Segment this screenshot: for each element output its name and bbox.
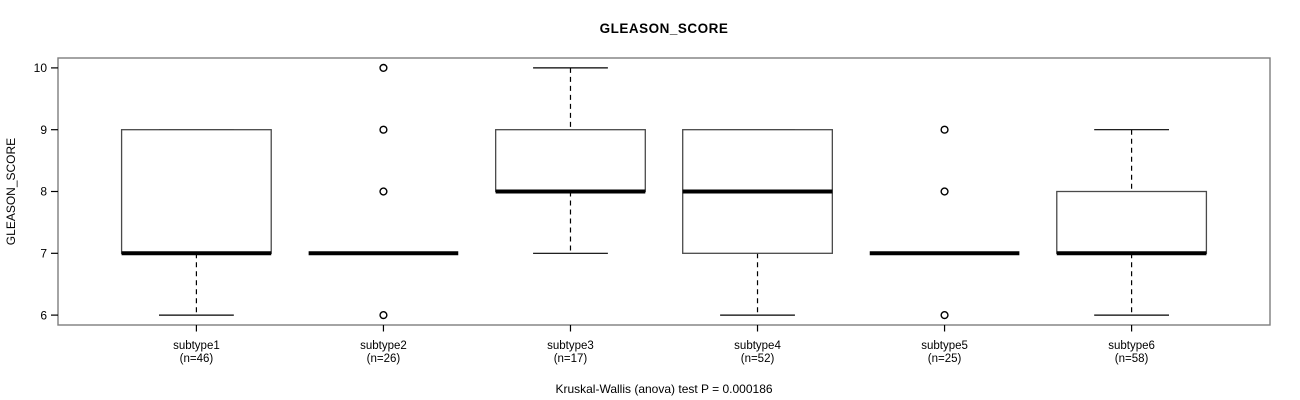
outlier-point [379, 63, 388, 72]
group-label: subtype2 [360, 340, 407, 352]
y-axis-tick-label: 9 [40, 123, 47, 137]
outlier-point [379, 187, 388, 196]
outlier-point [940, 311, 949, 320]
outlier-point [379, 311, 388, 320]
group-count-label: (n=58) [1115, 353, 1149, 365]
y-axis-tick-label: 8 [40, 185, 47, 199]
group-label: subtype5 [921, 340, 968, 352]
group-label: subtype3 [547, 340, 594, 352]
group-count-label: (n=52) [741, 353, 775, 365]
outlier-point [940, 187, 949, 196]
boxplot-group-subtype6: subtype6(n=58) [1056, 129, 1208, 365]
statistical-test-annotation: Kruskal-Wallis (anova) test P = 0.000186 [555, 382, 773, 396]
y-axis-tick-label: 7 [40, 247, 47, 261]
outlier-point [379, 125, 388, 134]
chart-title: GLEASON_SCORE [599, 21, 729, 36]
iqr-box [120, 129, 272, 254]
y-axis-title: GLEASON_SCORE [4, 138, 18, 245]
group-count-label: (n=25) [928, 353, 962, 365]
group-count-label: (n=17) [554, 353, 588, 365]
group-count-label: (n=26) [367, 353, 401, 365]
group-label: subtype6 [1108, 340, 1155, 352]
boxplot-group-subtype5: subtype5(n=25) [869, 125, 1020, 365]
y-axis-tick-label: 10 [34, 61, 48, 75]
y-axis-tick-label: 6 [40, 308, 47, 322]
outlier-point [940, 125, 949, 134]
group-count-label: (n=46) [180, 353, 214, 365]
boxplot-group-subtype1: subtype1(n=46) [120, 129, 272, 365]
group-label: subtype4 [734, 340, 781, 352]
boxplot-group-subtype4: subtype4(n=52) [682, 129, 833, 365]
boxplot-group-subtype2: subtype2(n=26) [308, 63, 459, 365]
iqr-box [495, 129, 646, 193]
group-label: subtype1 [173, 340, 220, 352]
iqr-box [1056, 190, 1208, 254]
boxplot-group-subtype3: subtype3(n=17) [495, 67, 646, 365]
plot-layer: 678910subtype1(n=46)subtype2(n=26)subtyp… [34, 57, 1271, 365]
